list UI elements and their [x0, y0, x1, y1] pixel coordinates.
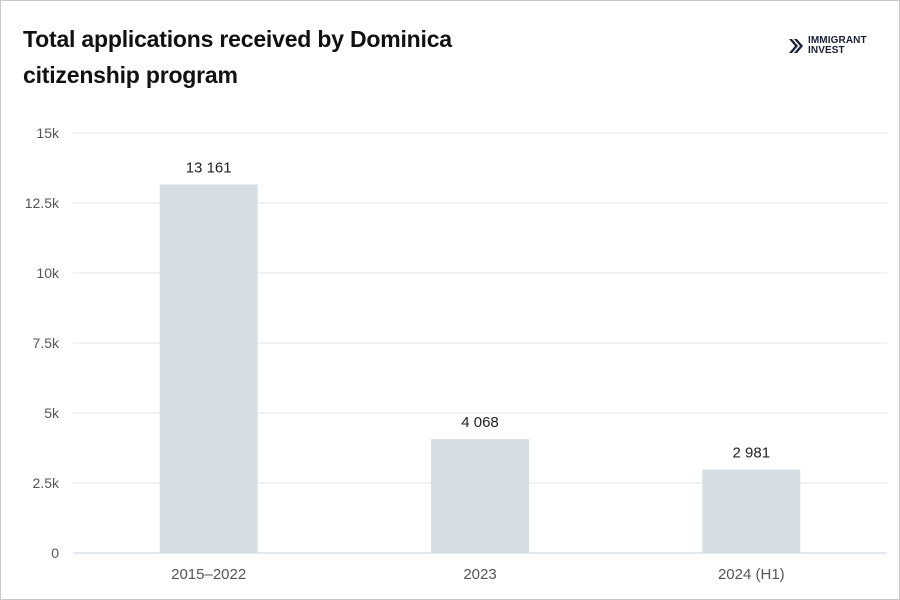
y-tick-label: 15k: [36, 125, 60, 141]
x-category-label: 2024 (H1): [718, 566, 785, 583]
brand-logo: IMMIGRANT INVEST: [789, 36, 867, 56]
bar-value-label: 13 161: [186, 159, 232, 176]
x-category-label: 2023: [463, 566, 496, 583]
y-tick-label: 5k: [44, 405, 60, 421]
x-category-label: 2015–2022: [171, 566, 246, 583]
bar-value-label: 4 068: [461, 414, 499, 431]
bar: [702, 469, 801, 553]
bar: [431, 439, 529, 553]
bar: [159, 184, 258, 553]
x-axis-categories: 2015–2022 2023 2024 (H1): [171, 566, 785, 583]
y-axis-ticks: 0 2.5k 5k 7.5k 10k 12.5k 15k: [25, 125, 60, 561]
bar-value-label: 2 981: [733, 445, 771, 462]
brand-name-line1: IMMIGRANT: [808, 35, 867, 46]
data-labels: 13 161 4 068 2 981: [186, 159, 770, 461]
bars: [159, 184, 801, 553]
chart-title: Total applications received by Dominica …: [23, 26, 452, 88]
y-tick-label: 10k: [36, 265, 60, 281]
brand-name-line2: INVEST: [808, 45, 845, 56]
double-chevron-right-icon: [789, 39, 803, 53]
y-tick-label: 2.5k: [33, 475, 60, 491]
y-tick-label: 0: [51, 545, 59, 561]
y-tick-label: 7.5k: [33, 335, 60, 351]
y-tick-label: 12.5k: [25, 195, 60, 211]
brand-name: IMMIGRANT INVEST: [808, 36, 867, 56]
